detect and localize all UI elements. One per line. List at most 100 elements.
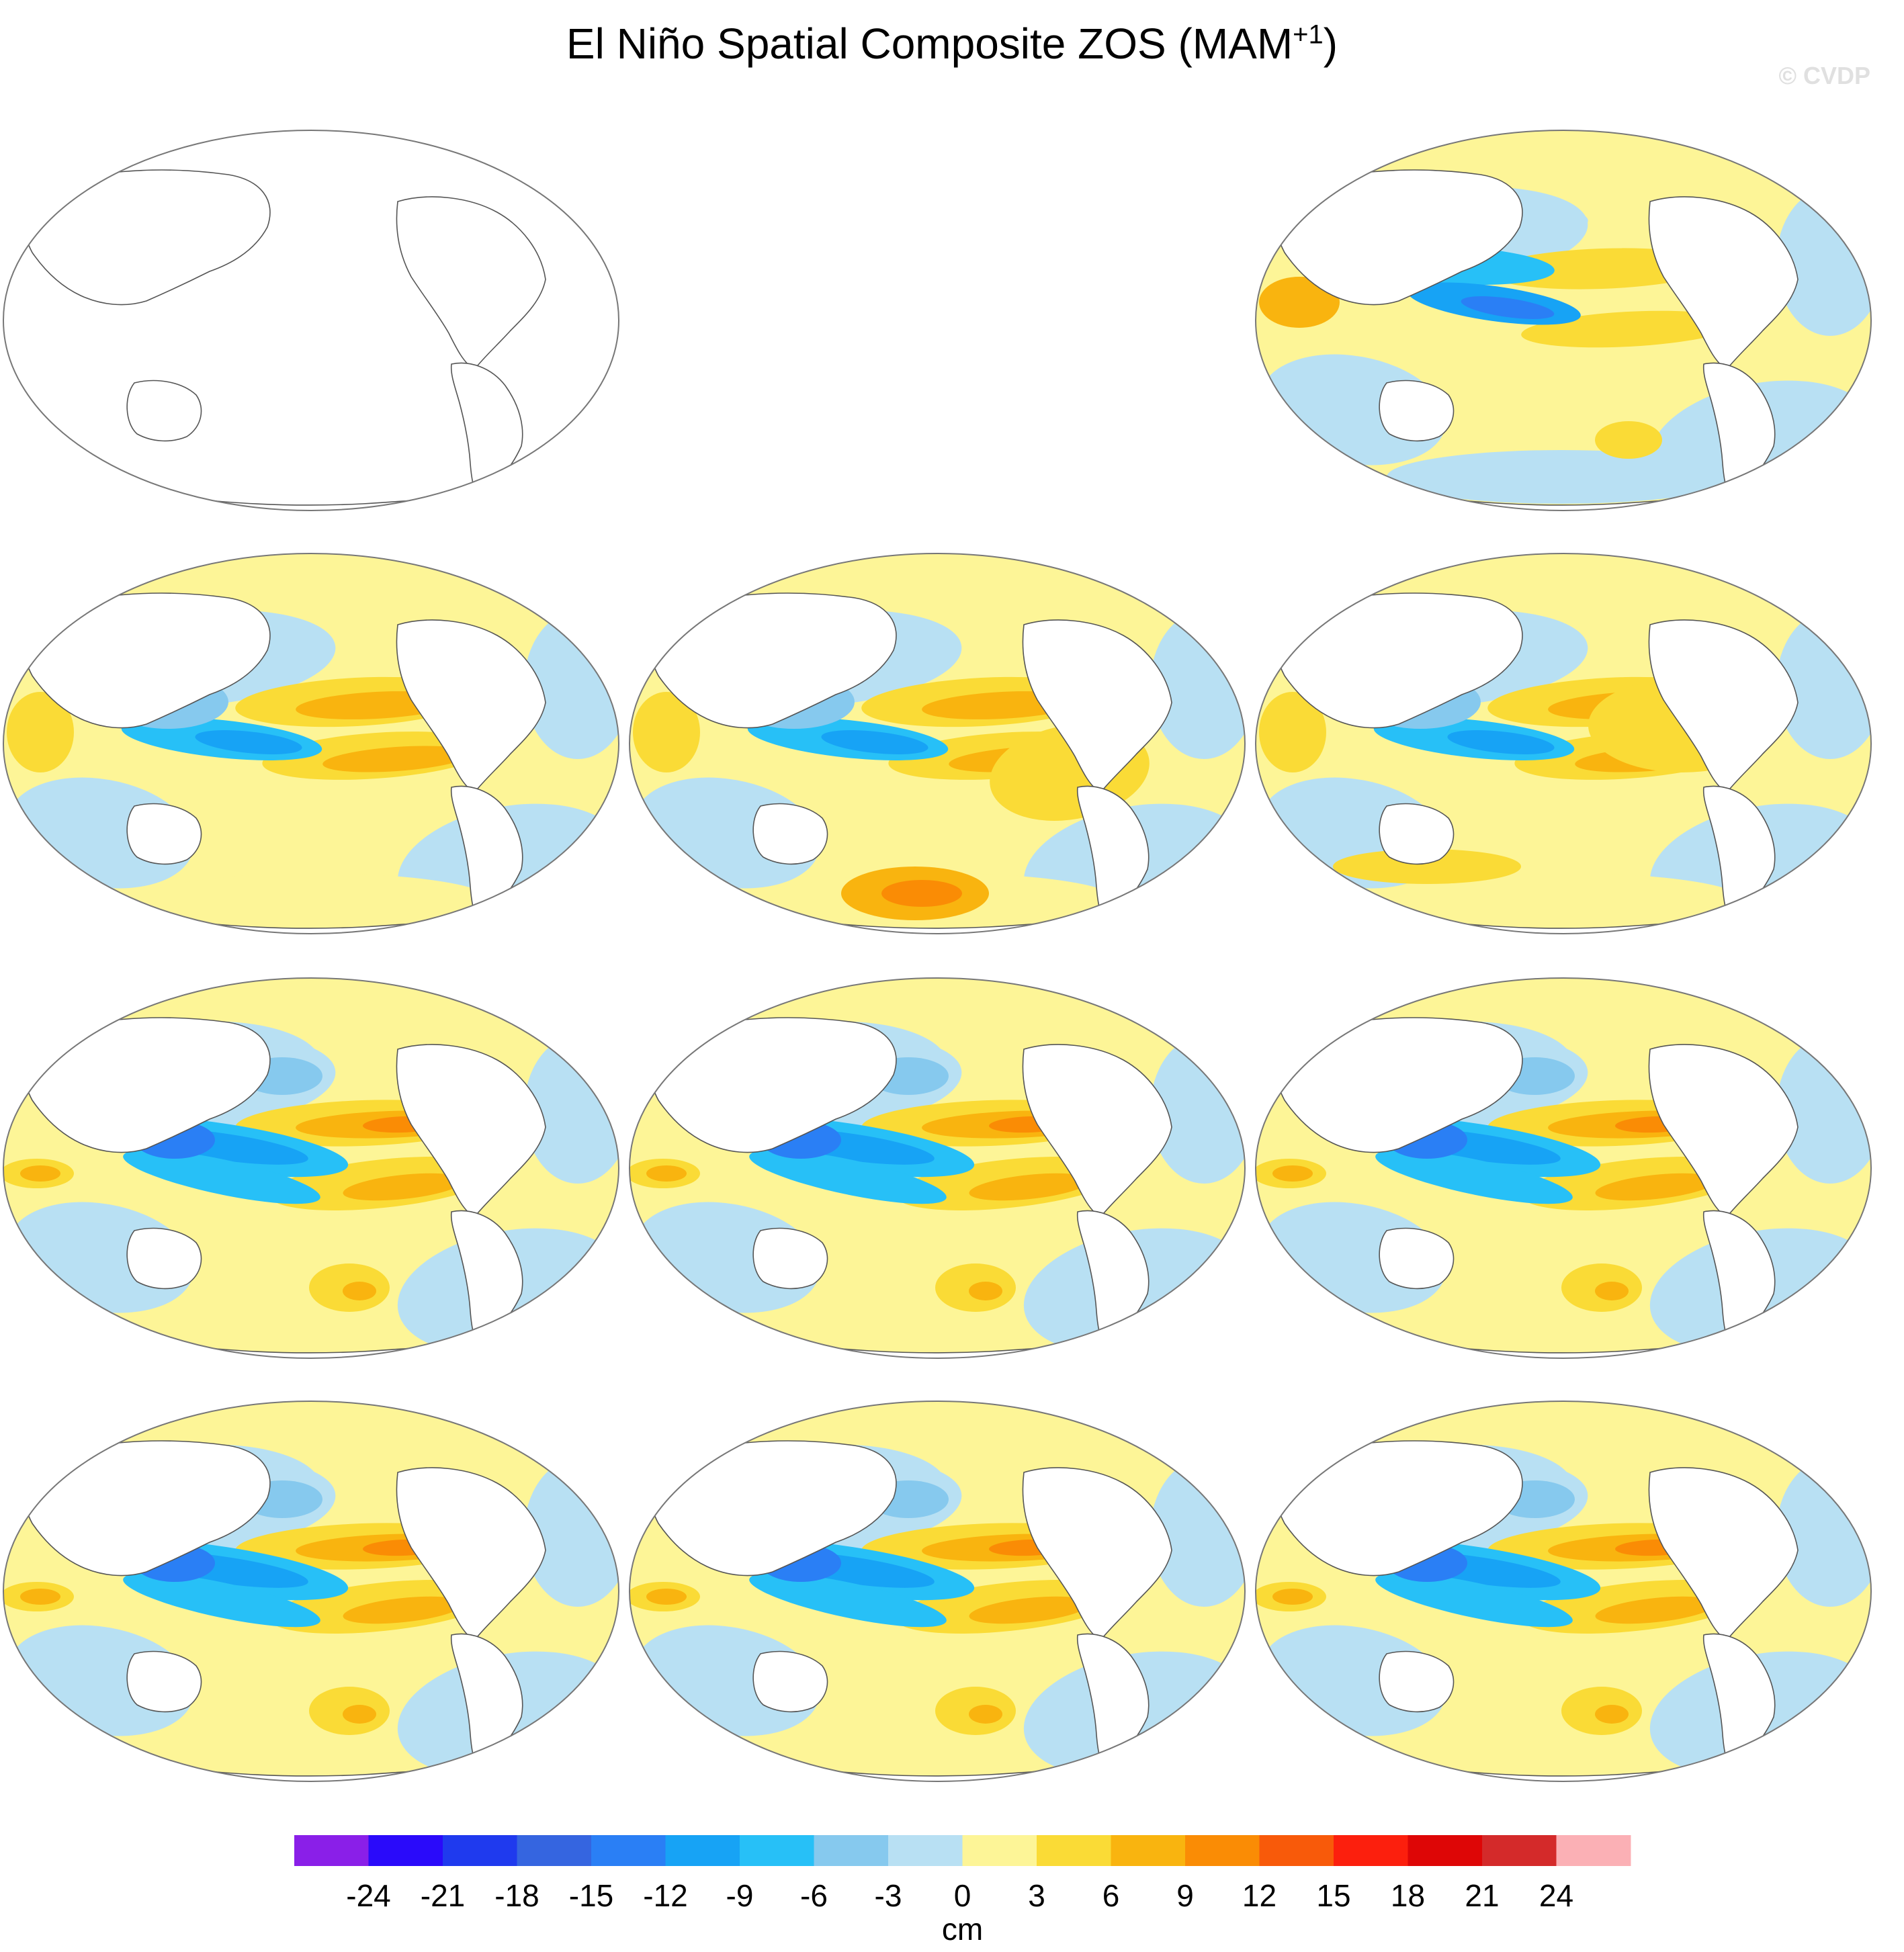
page-title: El Niño Spatial Composite ZOS (MAM+1) — [0, 19, 1904, 69]
robinson-map — [629, 1401, 1246, 1782]
map-panel — [0, 101, 625, 517]
robinson-map — [3, 1401, 619, 1782]
landmass-outline — [396, 196, 546, 371]
map-border — [629, 553, 1246, 934]
robinson-map — [3, 553, 619, 934]
page-title-text: El Niño Spatial Composite ZOS (MAM — [566, 19, 1293, 68]
landmass-outline — [396, 1044, 546, 1218]
colorbar-swatch — [814, 1835, 889, 1866]
colorbar-swatch — [1037, 1835, 1111, 1866]
ssh-anomaly-field — [3, 553, 619, 934]
map-panel — [1252, 524, 1877, 940]
colorbar-tick-label: 0 — [954, 1878, 971, 1913]
landmass-outline — [752, 1227, 828, 1290]
robinson-map — [3, 977, 619, 1359]
robinson-map — [629, 553, 1246, 934]
map-panel — [0, 948, 625, 1365]
landmass-outline — [752, 803, 828, 865]
colorbar-swatch — [294, 1835, 369, 1866]
map-border — [1255, 130, 1872, 511]
landmass-outline — [1648, 196, 1799, 371]
landmass-outline — [1648, 619, 1799, 794]
colorbar-tick-label: -12 — [643, 1878, 687, 1913]
map-panel — [626, 948, 1251, 1365]
colorbar-swatch — [1408, 1835, 1483, 1866]
colorbar-tick-label: -6 — [800, 1878, 828, 1913]
colorbar-tick-label: 6 — [1102, 1878, 1120, 1913]
map-panel — [1252, 101, 1877, 517]
colorbar-swatch — [368, 1835, 443, 1866]
landmass-outline — [1274, 1440, 1523, 1577]
landmass-outline — [1274, 592, 1523, 729]
colorbar-tick-label: 3 — [1028, 1878, 1045, 1913]
landmass-outline — [1274, 1017, 1523, 1153]
map-panel — [1252, 1372, 1877, 1788]
colorbar-swatch — [1111, 1835, 1186, 1866]
landmass-outline — [1379, 380, 1455, 442]
landmass-outline — [126, 380, 202, 442]
colorbar-swatch — [962, 1835, 1037, 1866]
colorbar-tick-label: 24 — [1539, 1878, 1573, 1913]
ssh-anomaly-field — [1256, 553, 1871, 934]
map-border — [3, 977, 619, 1359]
landmass-outline — [396, 619, 546, 794]
watermark: © CVDP — [1778, 62, 1870, 89]
landmass-outline — [22, 1440, 271, 1577]
landmass-outline — [1379, 1227, 1455, 1290]
landmass-outline — [126, 1650, 202, 1713]
colorbar-tick-label: -18 — [494, 1878, 539, 1913]
map-panel — [626, 1372, 1251, 1788]
landmass-outline — [22, 1017, 271, 1153]
colorbar-unit-label: cm — [942, 1912, 983, 1947]
ssh-anomaly-field — [1256, 1401, 1871, 1781]
colorbar-swatch — [1556, 1835, 1631, 1866]
map-panel — [626, 524, 1251, 940]
robinson-map — [1255, 1401, 1872, 1782]
ssh-anomaly-field — [3, 1401, 619, 1781]
colorbar-tick-label: 21 — [1465, 1878, 1499, 1913]
map-border — [1255, 553, 1872, 934]
robinson-map — [1255, 977, 1872, 1359]
map-panel — [1252, 948, 1877, 1365]
robinson-map — [1255, 553, 1872, 934]
landmass-outline — [126, 803, 202, 865]
landmass-outline — [1379, 1650, 1455, 1713]
map-border — [629, 1401, 1246, 1782]
robinson-map — [1255, 130, 1872, 511]
landmass-outline — [1022, 1467, 1172, 1642]
landmass-outline — [1274, 169, 1523, 306]
map-border — [1255, 1401, 1872, 1782]
landmass-outline — [126, 1227, 202, 1290]
colorbar-swatch — [665, 1835, 740, 1866]
colorbar-swatch — [740, 1835, 814, 1866]
page-title-superscript: +1 — [1293, 19, 1324, 50]
colorbar-tick-label: -15 — [569, 1878, 613, 1913]
landmass-outline — [1022, 1044, 1172, 1218]
colorbar-tick-label: -3 — [875, 1878, 902, 1913]
colorbar-tick-label: -21 — [421, 1878, 465, 1913]
landmass-outline — [22, 169, 271, 306]
colorbar: -24 -21 -18 -15 -12 -9 -6 -3 0 3 6 9 12 15 18 21 24 cm — [294, 1835, 1631, 1947]
landmass-outline — [22, 592, 271, 729]
landmass-outline — [648, 1017, 897, 1153]
landmass-outline — [396, 1467, 546, 1642]
landmass-outline — [648, 592, 897, 729]
colorbar-swatch — [591, 1835, 666, 1866]
landmass-outline — [648, 1440, 897, 1577]
colorbar-swatch — [1185, 1835, 1260, 1866]
map-border — [3, 130, 619, 511]
colorbar-tick-label: 9 — [1176, 1878, 1194, 1913]
colorbar-swatch — [1482, 1835, 1557, 1866]
map-border — [3, 553, 619, 934]
colorbar-tick-label: -9 — [726, 1878, 754, 1913]
landmass-outline — [1648, 1044, 1799, 1218]
landmass-outline — [1648, 1467, 1799, 1642]
colorbar-swatch — [888, 1835, 963, 1866]
landmass-outline — [1379, 803, 1455, 865]
landmass-outline — [1022, 619, 1172, 794]
map-border — [629, 977, 1246, 1359]
map-panel — [0, 1372, 625, 1788]
robinson-map — [3, 130, 619, 511]
map-panel — [0, 524, 625, 940]
colorbar-swatch — [1334, 1835, 1408, 1866]
